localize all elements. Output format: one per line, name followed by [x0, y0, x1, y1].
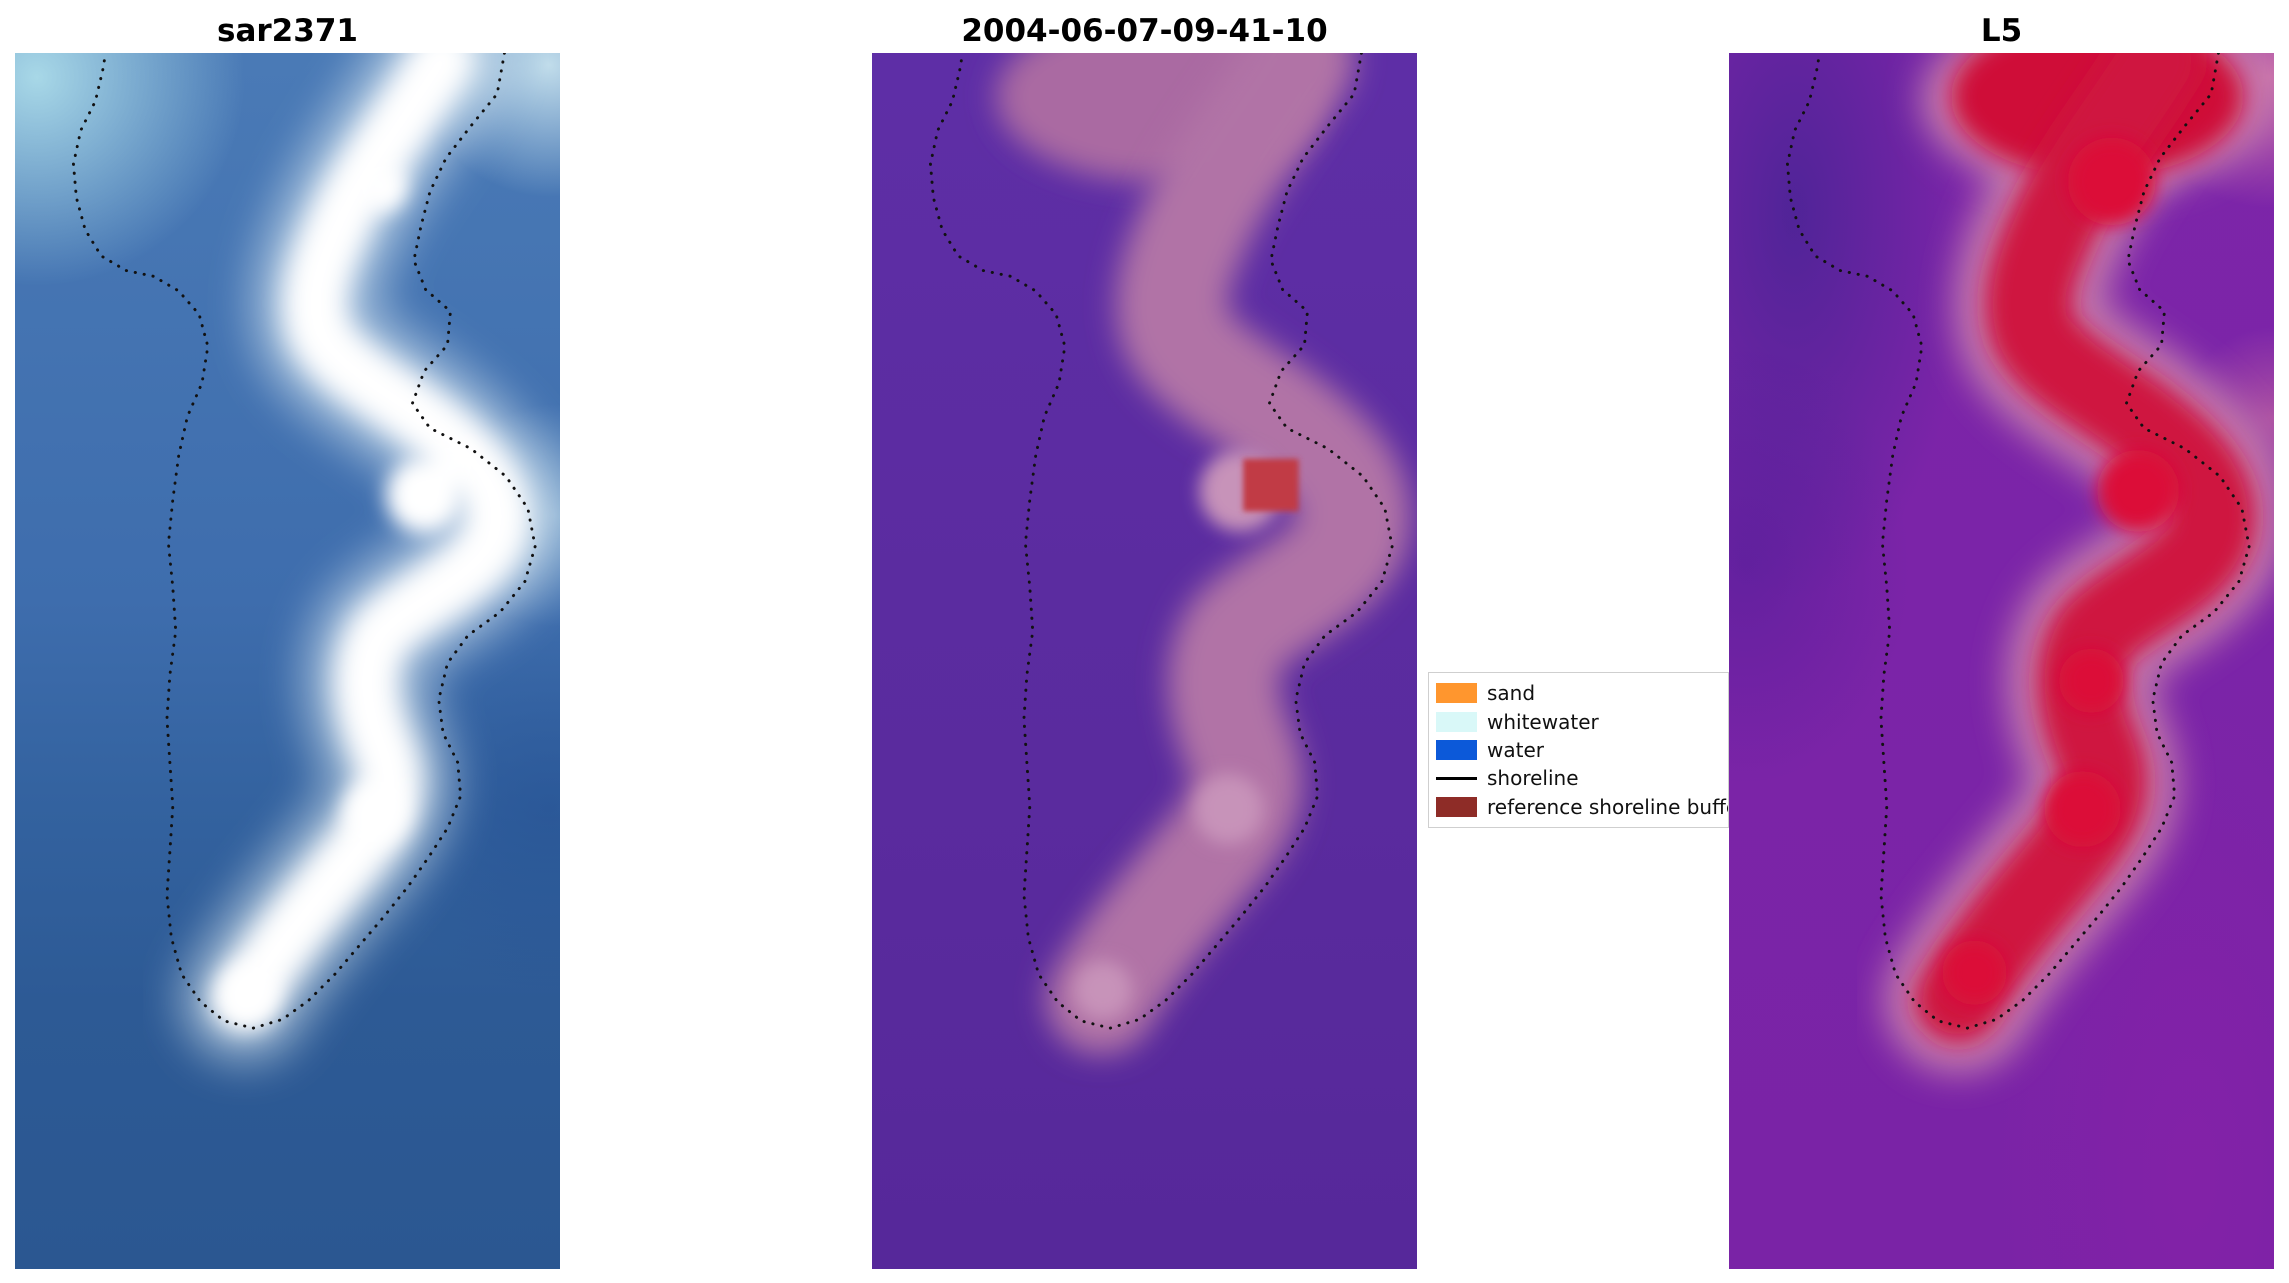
water-swatch-icon: [1436, 739, 1477, 760]
legend-label-whitewater: whitewater: [1487, 709, 1599, 734]
legend-box: sand whitewater water shoreline referenc…: [1428, 672, 1729, 828]
reference-shoreline-contour: [928, 53, 1394, 1030]
classified-image-overlay: [928, 53, 1410, 1055]
l5-image-overlay: [1785, 53, 2274, 1074]
sar-image-overlay: [71, 53, 560, 1065]
panel-image-l5: [1729, 53, 2274, 1269]
panel-title-sar2371: sar2371: [217, 13, 358, 49]
legend-label-water: water: [1487, 737, 1544, 762]
legend-item-shoreline: shoreline: [1436, 766, 1728, 790]
legend-item-water: water: [1436, 738, 1728, 762]
reference-shoreline-contour: [1785, 53, 2251, 1030]
legend-label-reference-buffer: reference shoreline buffer: [1487, 794, 1729, 819]
legend-item-sand: sand: [1436, 681, 1728, 705]
reference-shoreline-contour: [71, 53, 537, 1030]
panel-image-classified: [872, 53, 1417, 1269]
legend-label-shoreline: shoreline: [1487, 766, 1579, 791]
panel-title-l5: L5: [1980, 13, 2023, 49]
panel-image-sar2371: [15, 53, 560, 1269]
legend-item-whitewater: whitewater: [1436, 710, 1728, 734]
whitewater-swatch-icon: [1436, 711, 1477, 732]
panel-title-date: 2004-06-07-09-41-10: [961, 13, 1328, 49]
legend-label-sand: sand: [1487, 681, 1536, 706]
sand-swatch-icon: [1436, 683, 1477, 704]
buffer-patch: [1243, 458, 1299, 512]
reference-buffer-swatch-icon: [1436, 796, 1477, 817]
shoreline-line-icon: [1436, 776, 1477, 780]
legend-item-reference-buffer: reference shoreline buffer: [1436, 795, 1728, 819]
